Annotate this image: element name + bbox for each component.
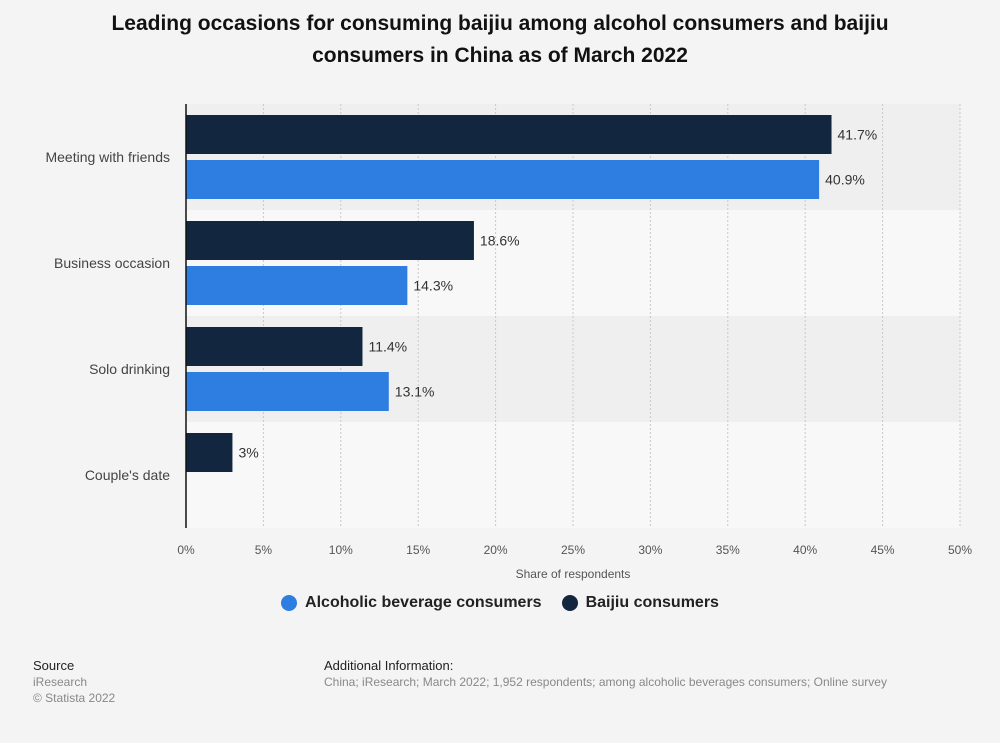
- data-label: 14.3%: [413, 278, 453, 294]
- legend-marker-alcoholic: [281, 595, 298, 611]
- data-label: 13.1%: [395, 384, 435, 400]
- data-label: 3%: [238, 445, 258, 461]
- bar-baijiu: [186, 115, 832, 154]
- x-tick-label: 25%: [561, 543, 585, 557]
- category-label: Couple's date: [85, 467, 170, 483]
- bar-alcoholic: [186, 160, 820, 199]
- x-tick-label: 30%: [638, 543, 662, 557]
- x-tick-label: 40%: [793, 543, 817, 557]
- chart-title: Leading occasions for consuming baijiu a…: [60, 8, 940, 72]
- bar-alcoholic: [186, 372, 389, 411]
- category-band: [186, 422, 960, 528]
- legend-label-alcoholic: Alcoholic beverage consumers: [305, 594, 542, 611]
- source-block: Source iResearch © Statista 2022: [33, 658, 115, 706]
- x-tick-label: 0%: [177, 543, 195, 557]
- source-name[interactable]: iResearch: [33, 675, 88, 689]
- additional-info-heading: Additional Information:: [324, 658, 454, 673]
- legend-marker-baijiu: [561, 595, 578, 611]
- additional-info-text: China; iResearch; March 2022; 1,952 resp…: [324, 675, 887, 689]
- category-label: Solo drinking: [89, 361, 170, 377]
- source-heading: Source: [33, 658, 75, 673]
- category-label: Business occasion: [54, 255, 170, 271]
- data-label: 41.7%: [838, 127, 878, 143]
- legend-item-alcoholic[interactable]: Alcoholic beverage consumers: [281, 594, 542, 612]
- x-tick-label: 10%: [329, 543, 353, 557]
- legend-item-baijiu[interactable]: Baijiu consumers: [561, 594, 719, 612]
- bar-baijiu: [186, 433, 233, 472]
- x-tick-label: 50%: [948, 543, 972, 557]
- chart-legend: Alcoholic beverage consumers Baijiu cons…: [0, 594, 1000, 612]
- copyright-text[interactable]: © Statista 2022: [33, 691, 116, 705]
- x-tick-label: 5%: [255, 543, 273, 557]
- x-tick-label: 35%: [716, 543, 740, 557]
- additional-info-block: Additional Information: China; iResearch…: [324, 658, 887, 690]
- bar-baijiu: [186, 221, 474, 260]
- chart-plot: 0% 5% 10% 15% 20% 25% 30% 35% 40% 45% 50% Meeting w…: [45, 104, 972, 581]
- x-tick-label: 20%: [484, 543, 508, 557]
- x-tick-label: 15%: [406, 543, 430, 557]
- category-label: Meeting with friends: [45, 149, 170, 165]
- chart-title-line-2: consumers in China as of March 2022: [312, 44, 688, 67]
- chart-title-line-1: Leading occasions for consuming baijiu a…: [111, 12, 889, 35]
- legend-label-baijiu: Baijiu consumers: [585, 594, 719, 611]
- data-label: 11.4%: [368, 339, 407, 355]
- x-axis-title: Share of respondents: [516, 567, 631, 581]
- bar-alcoholic: [186, 266, 408, 305]
- data-label: 18.6%: [480, 233, 520, 249]
- data-label: 40.9%: [825, 172, 865, 188]
- bar-baijiu: [186, 327, 363, 366]
- x-tick-label: 45%: [871, 543, 895, 557]
